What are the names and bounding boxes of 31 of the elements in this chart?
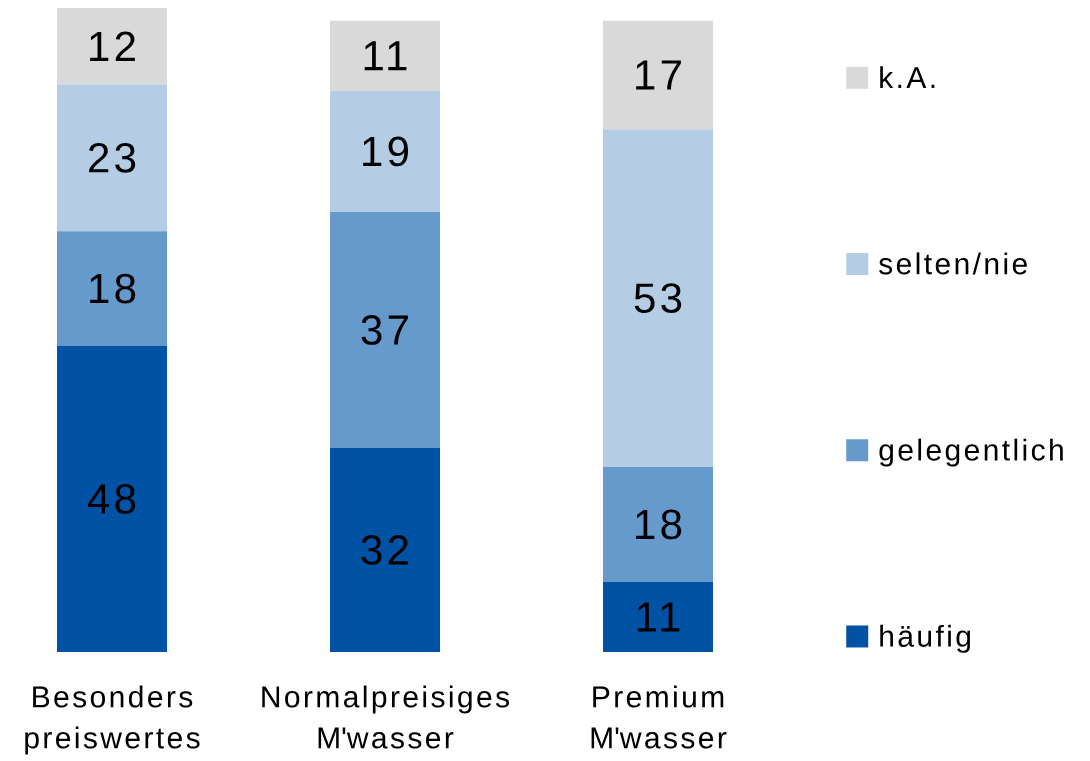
bar	[330, 212, 440, 448]
bar	[603, 20, 714, 130]
bar	[57, 84, 167, 232]
legend-label: selten/nie	[879, 252, 1027, 275]
bar	[603, 467, 714, 582]
data-label: 18	[636, 509, 682, 540]
data-label: 11	[364, 41, 407, 71]
bar	[603, 129, 714, 468]
x-tick-label: Premium M'wasser	[591, 685, 727, 749]
bar	[330, 447, 440, 652]
legend-label: gelegentlich	[879, 438, 1063, 467]
bar	[57, 7, 167, 85]
data-label: 48	[87, 484, 136, 514]
data-label: 19	[363, 136, 409, 167]
x-tick-label: Normalpreisiges M'wasser	[262, 685, 510, 749]
legend-label: häufig	[880, 624, 971, 653]
data-label: 32	[361, 535, 408, 565]
bar	[57, 231, 167, 346]
data-label: 23	[89, 142, 136, 173]
data-label: 37	[361, 315, 408, 345]
data-label: 17	[636, 60, 681, 90]
bar	[603, 581, 714, 652]
bar	[330, 90, 440, 213]
data-label: 18	[90, 273, 136, 304]
bar	[330, 20, 440, 91]
data-label: 53	[634, 283, 682, 313]
data-label: 11	[637, 602, 680, 632]
legend-label: k.A.	[880, 66, 935, 88]
bar	[57, 345, 167, 652]
data-label: 12	[90, 31, 135, 61]
x-tick-label: Besonders preiswertes	[25, 685, 200, 755]
